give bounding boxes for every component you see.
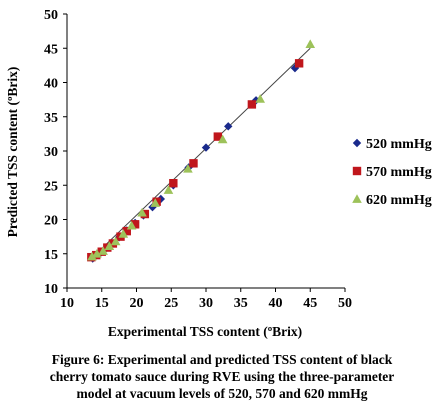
data-point-square: [169, 178, 178, 188]
x-tick-label: 20: [130, 296, 144, 311]
data-point-triangle: [87, 251, 97, 261]
x-tick-label: 50: [338, 296, 352, 311]
data-point-triangle: [104, 241, 115, 251]
x-tick-label: 15: [95, 296, 109, 311]
data-point-triangle: [163, 185, 174, 194]
legend-marker-square: [352, 166, 362, 176]
legend-marker-diamond: [352, 138, 362, 148]
data-point-square: [130, 220, 140, 229]
data-point-triangle: [255, 94, 266, 103]
x-tick-label: 45: [303, 296, 317, 311]
caption-line-3: model at vacuum levels of 520, 570 and 6…: [76, 386, 368, 401]
data-point-triangle: [126, 220, 137, 230]
data-point-square: [189, 159, 198, 168]
y-tick-label: 50: [44, 8, 58, 23]
y-axis-label: Predicted TSS content (ºBrix): [5, 67, 20, 238]
x-tick-label: 40: [269, 296, 283, 311]
fit-line: [90, 47, 311, 259]
data-point-diamond: [201, 143, 211, 152]
y-tick-label: 40: [44, 77, 58, 92]
data-point-triangle: [98, 246, 108, 255]
data-point-square: [122, 226, 131, 236]
y-tick-label: 35: [44, 111, 58, 126]
caption-line-1: Figure 6: Experimental and predicted TSS…: [51, 352, 393, 367]
y-tick-label: 25: [44, 179, 58, 194]
data-points-layer: [87, 39, 316, 263]
x-tick-label: 25: [164, 296, 178, 311]
data-point-triangle: [92, 248, 102, 258]
data-point-triangle: [217, 134, 228, 144]
figure-caption: Figure 6: Experimental and predicted TSS…: [0, 351, 444, 402]
data-point-triangle: [118, 229, 129, 238]
y-tick-label: 45: [44, 42, 58, 57]
x-tick-label: 30: [199, 296, 213, 311]
x-axis-label: Experimental TSS content (ºBrix): [108, 324, 302, 339]
y-tick-label: 10: [44, 282, 58, 297]
y-axis-ticks: 10 15 20 25 30 35 40 45 50: [44, 8, 67, 297]
data-point-triangle: [110, 236, 121, 246]
caption-line-2: cherry tomato sauce during RVE using the…: [49, 369, 395, 384]
data-point-triangle: [150, 198, 161, 207]
data-point-triangle: [305, 39, 316, 48]
legend-label: 570 mmHg: [366, 165, 432, 180]
y-tick-label: 30: [44, 145, 58, 160]
x-tick-label: 35: [234, 296, 248, 311]
data-point-square: [213, 132, 223, 141]
legend: 520 mmHg 570 mmHg 620 mmHg: [352, 137, 432, 208]
y-tick-label: 15: [44, 248, 58, 263]
fit-line-layer: [90, 47, 311, 259]
x-tick-label: 10: [60, 296, 74, 311]
legend-marker-triangle: [352, 194, 362, 203]
y-tick-label: 20: [44, 214, 58, 229]
data-point-square: [247, 100, 257, 109]
legend-label: 620 mmHg: [366, 193, 432, 208]
data-point-diamond: [224, 122, 233, 131]
data-point-square: [294, 59, 304, 68]
legend-label: 520 mmHg: [366, 137, 432, 152]
x-axis-ticks: 10 15 20 25 30 35 40 45 50: [60, 288, 352, 311]
data-point-triangle: [137, 207, 147, 217]
data-point-triangle: [183, 164, 193, 173]
